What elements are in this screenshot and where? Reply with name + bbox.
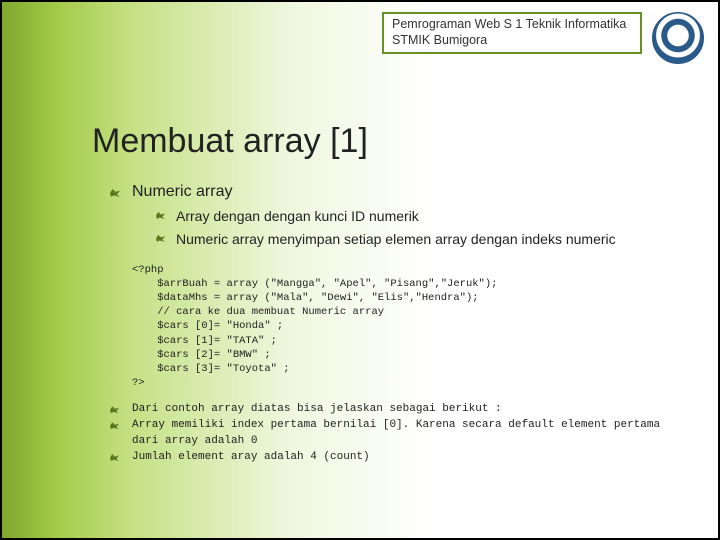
list-item: Jumlah element aray adalah 4 (count) [110, 450, 688, 466]
notes-list: Dari contoh array diatas bisa jelaskan s… [92, 402, 688, 466]
note-text: Jumlah element aray adalah 4 (count) [132, 451, 370, 463]
list-item: Dari contoh array diatas bisa jelaskan s… [110, 402, 688, 418]
institution-logo-icon [652, 12, 704, 64]
note-text: Dari contoh array diatas bisa jelaskan s… [132, 403, 502, 415]
bullet-text: Array dengan dengan kunci ID numerik [176, 208, 419, 224]
bullet-list-level2: Array dengan dengan kunci ID numerik Num… [132, 207, 688, 249]
code-block: <?php $arrBuah = array ("Mangga", "Apel"… [132, 263, 688, 391]
content-area: Membuat array [1] Numeric array Array de… [92, 122, 688, 466]
list-item: Array dengan dengan kunci ID numerik [156, 207, 688, 226]
bullet-text: Numeric array [132, 183, 232, 200]
header-label: Pemrograman Web S 1 Teknik Informatika S… [392, 17, 632, 48]
note-text: Array memiliki index pertama bernilai [0… [132, 419, 660, 447]
page-title: Membuat array [1] [92, 122, 688, 161]
list-item: Numeric array menyimpan setiap elemen ar… [156, 230, 688, 249]
list-item: Array memiliki index pertama bernilai [0… [110, 418, 688, 450]
bullet-list-level1: Numeric array Array dengan dengan kunci … [92, 183, 688, 249]
bullet-text: Numeric array menyimpan setiap elemen ar… [176, 231, 616, 247]
list-item: Numeric array Array dengan dengan kunci … [110, 183, 688, 249]
header-label-box: Pemrograman Web S 1 Teknik Informatika S… [382, 12, 642, 54]
slide: Pemrograman Web S 1 Teknik Informatika S… [0, 0, 720, 540]
